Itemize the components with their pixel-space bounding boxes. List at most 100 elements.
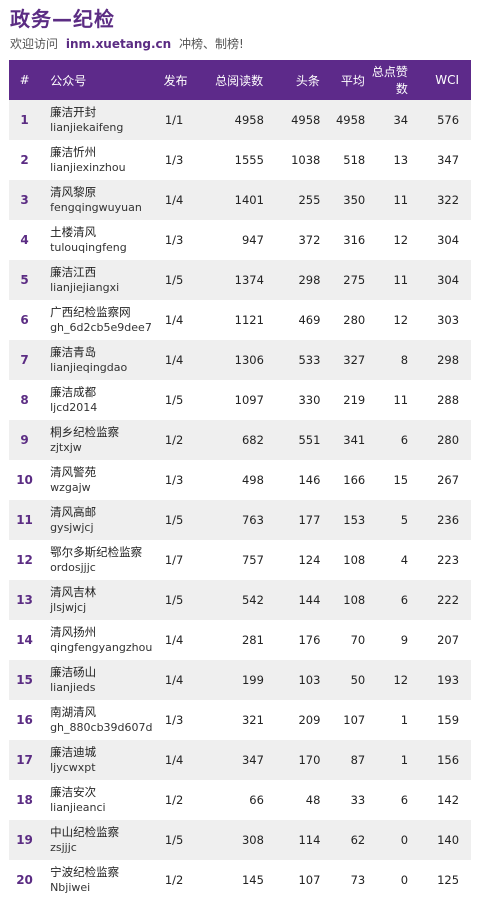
average-cell: 108 [343,593,366,607]
published-cell: 1/3 [164,233,184,247]
likes-cell: 6 [400,433,409,447]
average-cell: 107 [343,713,366,727]
account-name: 廉洁砀山 [50,665,97,679]
account-cell: 廉洁安次 lianjieanci [40,785,159,815]
rank-number: 12 [16,553,33,567]
account-cell: 廉洁开封 lianjiekaifeng [40,105,159,135]
account-cell: 清风警苑 wzgajw [40,465,159,495]
average-cell: 327 [343,353,366,367]
account-cell: 鄂尔多斯纪检监察 ordosjjjc [40,545,159,575]
likes-cell: 34 [393,113,409,127]
account-cell: 清风高邮 gysjwjcj [40,505,159,535]
account-id: zsjjjc [50,841,77,854]
average-cell: 341 [343,433,366,447]
average-cell: 166 [343,473,366,487]
total-reads-cell: 763 [241,513,264,527]
account-name: 清风吉林 [50,585,97,599]
total-reads-cell: 542 [241,593,264,607]
published-cell: 1/3 [164,153,184,167]
total-reads-cell: 308 [241,833,264,847]
col-rank: # [19,73,30,87]
account-id: tulouqingfeng [50,241,127,254]
rank-number: 10 [16,473,33,487]
published-cell: 1/2 [164,873,184,887]
account-cell: 廉洁砀山 lianjieds [40,665,159,695]
table-row: 3 清风黎原 fengqingwuyuan 1/4 1401 255 350 11 322 [9,180,471,220]
rank-cell: 10 [9,473,40,487]
rank-number: 7 [20,353,29,367]
account-cell: 清风黎原 fengqingwuyuan [40,185,159,215]
account-cell: 廉洁忻州 lianjiexinzhou [40,145,159,175]
headline-cell: 48 [305,793,321,807]
rank-number: 8 [20,393,29,407]
col-average: 平均 [340,73,365,88]
account-id: jlsjwjcj [50,601,87,614]
headline-cell: 107 [298,873,321,887]
table-row: 19 中山纪检监察 zsjjjc 1/5 308 114 62 0 140 [9,820,471,860]
average-cell: 275 [343,273,366,287]
page-header: 政务—纪检 欢迎访问 inm.xuetang.cn 冲榜、制榜! [10,6,470,54]
account-id: lianjieanci [50,801,106,814]
rank-number: 3 [20,193,29,207]
wci-cell: 193 [437,673,460,687]
published-cell: 1/2 [164,433,184,447]
likes-cell: 9 [400,633,409,647]
total-reads-cell: 1401 [234,193,264,207]
rank-number: 18 [16,793,33,807]
average-cell: 50 [350,673,366,687]
col-published: 发布 [163,73,188,88]
published-cell: 1/3 [164,713,184,727]
account-id: lianjieqingdao [50,361,128,374]
account-name: 廉洁安次 [50,785,97,799]
rank-cell: 18 [9,793,40,807]
account-cell: 桐乡纪检监察 zjtxjw [40,425,159,455]
headline-cell: 144 [298,593,321,607]
account-cell: 清风吉林 jlsjwjcj [40,585,159,615]
published-cell: 1/4 [164,313,184,327]
account-id: gh_880cb39d607d [50,721,153,734]
account-id: ljycwxpt [50,761,96,774]
wci-cell: 142 [437,793,460,807]
rank-cell: 15 [9,673,40,687]
rank-cell: 20 [9,873,40,887]
account-name: 廉洁江西 [50,265,97,279]
rank-cell: 5 [9,273,40,287]
table-row: 9 桐乡纪检监察 zjtxjw 1/2 682 551 341 6 280 [9,420,471,460]
headline-cell: 176 [298,633,321,647]
account-name: 廉洁忻州 [50,145,97,159]
wci-cell: 322 [437,193,460,207]
average-cell: 518 [343,153,366,167]
rank-number: 19 [16,833,33,847]
account-id: lianjiexinzhou [50,161,126,174]
account-cell: 廉洁成都 ljcd2014 [40,385,159,415]
table-row: 14 清风扬州 qingfengyangzhou 1/4 281 176 70 9 207 [9,620,471,660]
wci-cell: 304 [437,273,460,287]
published-cell: 1/5 [164,393,184,407]
likes-cell: 1 [400,713,409,727]
likes-cell: 1 [400,753,409,767]
published-cell: 1/5 [164,513,184,527]
account-id: gh_6d2cb5e9dee7 [50,321,152,334]
wci-cell: 298 [437,353,460,367]
likes-cell: 5 [400,513,409,527]
likes-cell: 6 [400,593,409,607]
total-reads-cell: 498 [241,473,264,487]
account-name: 中山纪检监察 [50,825,120,839]
account-cell: 廉洁青岛 lianjieqingdao [40,345,159,375]
headline-cell: 103 [298,673,321,687]
average-cell: 87 [350,753,366,767]
page-title: 政务—纪检 [10,7,115,31]
wci-cell: 223 [437,553,460,567]
published-cell: 1/2 [164,793,184,807]
rank-cell: 8 [9,393,40,407]
total-reads-cell: 1306 [234,353,264,367]
average-cell: 350 [343,193,366,207]
total-reads-cell: 757 [241,553,264,567]
likes-cell: 12 [393,233,409,247]
account-id: wzgajw [50,481,91,494]
wci-cell: 222 [437,593,460,607]
account-name: 清风黎原 [50,185,97,199]
table-row: 11 清风高邮 gysjwjcj 1/5 763 177 153 5 236 [9,500,471,540]
average-cell: 108 [343,553,366,567]
likes-cell: 4 [400,553,409,567]
